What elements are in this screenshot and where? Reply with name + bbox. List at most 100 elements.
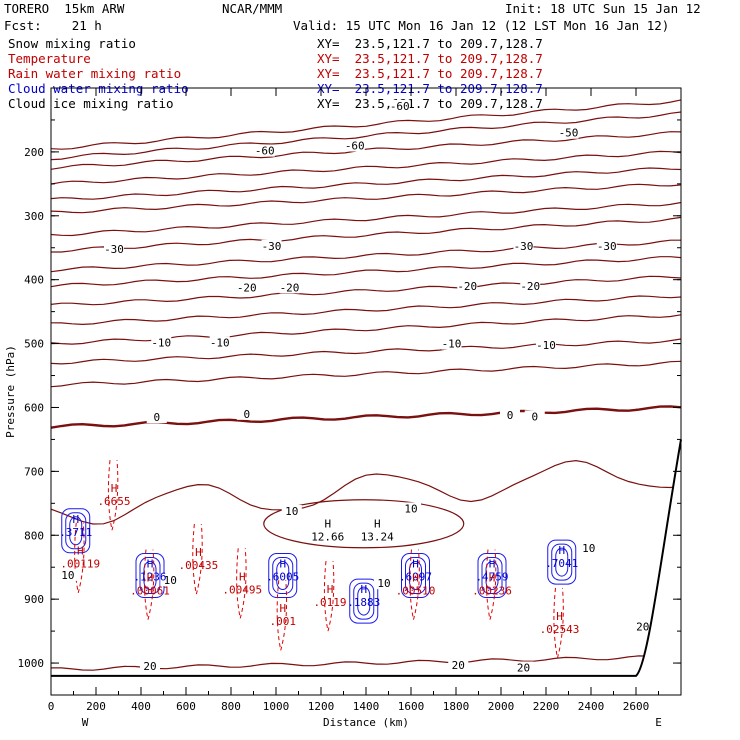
isotherm-label: -20 <box>237 281 257 294</box>
x-tick-label: 2600 <box>623 700 650 713</box>
y-tick-label: 900 <box>24 593 44 606</box>
rain-shaft <box>236 548 247 619</box>
cloud-water-cell <box>61 508 91 554</box>
field-temperature-xy: XY= 23.5,121.7 to 209.7,128.7 <box>317 51 543 66</box>
isotherm-label: 0 <box>507 409 514 422</box>
isotherm-label: -30 <box>262 240 282 253</box>
maximum-value: .4759 <box>475 571 508 584</box>
y-tick-label: 800 <box>24 529 44 542</box>
x-axis-title: Distance (km) <box>323 716 409 729</box>
maximum-value: .00236 <box>472 585 512 598</box>
isotherm-label: -10 <box>536 339 556 352</box>
x-tick-label: 200 <box>86 700 106 713</box>
isotherm-label-bg <box>254 144 275 157</box>
x-tick-label: 0 <box>48 700 55 713</box>
cloud-water-cell <box>65 512 87 550</box>
cloud-water-cell <box>555 547 569 577</box>
rain-shaft <box>74 522 85 593</box>
isotherm-label-bg <box>536 338 556 351</box>
isotherm-label-bg <box>441 337 462 350</box>
endpoint-west: W <box>82 716 89 729</box>
maximum-marker: H <box>374 517 381 530</box>
rain-shaft <box>409 549 420 620</box>
y-tick-label: 200 <box>24 146 44 159</box>
field-cloudice-name: Cloud ice mixing ratio <box>8 96 174 111</box>
maximum-marker: H <box>489 558 496 571</box>
isotherm-label-bg <box>104 243 124 256</box>
isotherm-label: 20 <box>517 662 530 675</box>
isotherm-label-bg <box>261 239 282 252</box>
field-snow-name: Snow mixing ratio <box>8 36 136 51</box>
isotherm-label-bg <box>524 410 545 423</box>
maximum-marker: H <box>111 482 118 495</box>
isotherm-label: 20 <box>636 621 649 634</box>
endpoint-east: E <box>655 716 662 729</box>
cloud-water-cell <box>481 557 503 595</box>
isotherm-8 <box>50 239 681 273</box>
maximum-value: .7041 <box>545 557 578 570</box>
maximum-value: .001 <box>270 615 297 628</box>
field-rain-xy: XY= 23.5,121.7 to 209.7,128.7 <box>317 66 543 81</box>
isotherm-label: -30 <box>514 240 534 253</box>
maximum-marker: H <box>558 544 565 557</box>
y-tick-label: 300 <box>24 210 44 223</box>
isotherm-label-bg <box>558 126 579 139</box>
cloud-water-cell <box>409 561 422 591</box>
isotherm-label-bg <box>513 661 534 674</box>
isotherm-label: -30 <box>597 240 617 253</box>
isotherm-9 <box>50 256 682 288</box>
maximum-marker: H <box>279 602 286 615</box>
y-tick-label: 1000 <box>18 657 45 670</box>
maximum-value: .6005 <box>266 571 299 584</box>
isotherm-5 <box>50 183 682 214</box>
isotherm-label-bg <box>146 411 167 424</box>
maximum-marker: H <box>489 572 496 585</box>
header-valid: Valid: 15 UTC Mon 16 Jan 12 (12 LST Mon … <box>293 18 670 33</box>
isotherm-label-bg <box>401 502 421 515</box>
x-tick-label: 1200 <box>308 700 335 713</box>
maximum-value: .00495 <box>222 583 262 596</box>
isotherm-3 <box>50 150 682 185</box>
maximum-marker: H <box>556 610 563 623</box>
isotherm-label: 10 <box>377 577 390 590</box>
isotherm-label-bg <box>513 239 534 252</box>
rain-shaft <box>143 549 155 620</box>
maximum-value: .1883 <box>347 596 380 609</box>
maximum-marker: H <box>72 513 79 526</box>
x-tick-label: 2000 <box>488 700 515 713</box>
maximum-value: .1236 <box>133 571 166 584</box>
isotherm-6 <box>50 201 682 237</box>
isotherm-label-bg <box>520 280 541 293</box>
header-init: Init: 18 UTC Sun 15 Jan 12 <box>505 1 701 16</box>
cloud-water-cell <box>268 553 298 599</box>
cloud-water-cell <box>547 539 577 585</box>
x-tick-label: 2200 <box>533 700 560 713</box>
isotherm-label-bg <box>160 573 181 586</box>
cloud-water-cell <box>139 557 161 595</box>
cloud-water-cell <box>485 561 499 591</box>
header-forecast: Fcst: 21 h <box>4 18 102 33</box>
maximum-marker: H <box>324 517 331 530</box>
header-center: NCAR/MMM <box>222 1 283 16</box>
maximum-value: .00119 <box>60 558 100 571</box>
isotherm-label-bg <box>578 542 599 555</box>
isotherm-label: 10 <box>61 569 74 582</box>
maximum-marker: H <box>147 558 154 571</box>
isotherm-label-bg <box>151 336 172 349</box>
isotherm-label: -60 <box>345 140 365 153</box>
isotherm-closed <box>263 499 465 549</box>
y-tick-label: 600 <box>24 401 44 414</box>
maximum-marker: H <box>327 583 334 596</box>
isotherm-label: -20 <box>457 280 477 293</box>
isotherm-15 <box>50 405 682 429</box>
maximum-marker: H <box>360 583 367 596</box>
isotherm-1 <box>50 111 682 161</box>
isotherm-14 <box>50 360 682 388</box>
y-tick-label: 400 <box>24 274 44 287</box>
isotherm-label: -30 <box>104 243 124 256</box>
isotherm-16 <box>50 459 682 525</box>
isotherm-label-bg <box>632 620 653 633</box>
terrain-fill <box>51 439 681 695</box>
isotherm-label-bg <box>389 99 410 112</box>
cloud-water-cell <box>357 586 371 616</box>
